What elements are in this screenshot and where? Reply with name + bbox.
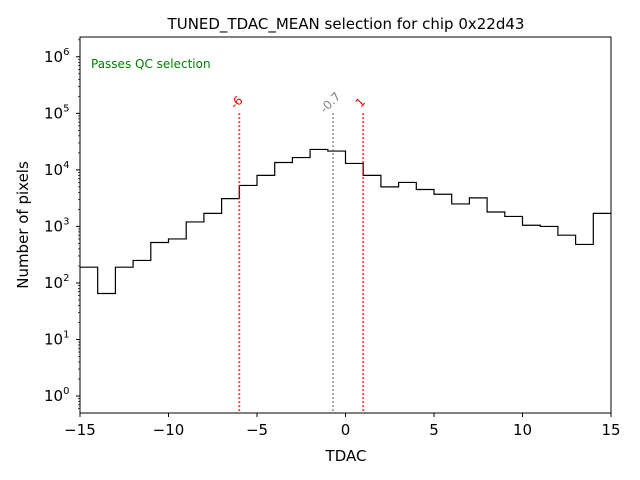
y-tick-label: 102 [44, 273, 69, 292]
x-axis-ticks: −15 −10 −5 0 5 10 15 [64, 413, 621, 439]
y-tick-label: 100 [44, 386, 69, 405]
histogram-bin [540, 226, 558, 413]
x-tick-label: −15 [64, 421, 96, 439]
threshold-label: 1 [353, 95, 368, 110]
x-tick-label: −5 [246, 421, 268, 439]
histogram-bin [434, 194, 452, 413]
y-tick-label: 105 [44, 103, 69, 122]
histogram-bin [452, 204, 470, 413]
y-tick-label: 106 [44, 47, 69, 66]
histogram-bin [115, 267, 133, 413]
histogram-bin [328, 151, 346, 413]
x-tick-label: 10 [513, 421, 532, 439]
histogram-bin [80, 267, 98, 413]
histogram-bin [487, 212, 505, 413]
histogram-bin [469, 198, 487, 413]
x-tick-label: −10 [153, 421, 185, 439]
histogram-bin [151, 242, 169, 413]
histogram-bin [186, 222, 204, 413]
histogram-bin [381, 187, 399, 413]
threshold-label: -6 [227, 93, 245, 111]
histogram-bin [310, 149, 328, 413]
histogram-bin [292, 158, 310, 413]
y-axis-label: Number of pixels [14, 161, 32, 289]
x-tick-label: 15 [601, 421, 620, 439]
histogram-bin [222, 199, 240, 413]
x-tick-label: 0 [341, 421, 351, 439]
y-tick-label: 103 [44, 216, 69, 235]
chart-title: TUNED_TDAC_MEAN selection for chip 0x22d… [167, 15, 525, 34]
x-tick-label: 5 [429, 421, 439, 439]
qc-status-note: Passes QC selection [91, 57, 211, 71]
histogram-bin [346, 163, 364, 413]
x-axis-label: TDAC [325, 447, 367, 465]
histogram-bin [416, 189, 434, 413]
histogram-bin [399, 182, 417, 413]
y-axis-ticks: 100 101 102 103 104 105 106 [44, 39, 80, 409]
histogram-bin [257, 175, 275, 413]
histogram-bin [505, 216, 523, 413]
histogram-bin [133, 260, 151, 413]
histogram-bin [98, 294, 116, 413]
histogram-bin [204, 213, 222, 413]
y-tick-label: 101 [44, 329, 69, 348]
histogram-bin [523, 225, 541, 413]
histogram-bin [275, 163, 293, 413]
histogram-outline [80, 148, 611, 295]
histogram-bin [169, 239, 187, 413]
histogram-bin [593, 213, 611, 413]
y-tick-label: 104 [44, 160, 69, 179]
histogram-bin [239, 185, 257, 413]
histogram-bars [80, 148, 611, 413]
threshold-label: -0.7 [317, 89, 343, 115]
histogram-bin [576, 244, 594, 413]
histogram-bin [558, 235, 576, 413]
histogram-bin [363, 175, 381, 413]
